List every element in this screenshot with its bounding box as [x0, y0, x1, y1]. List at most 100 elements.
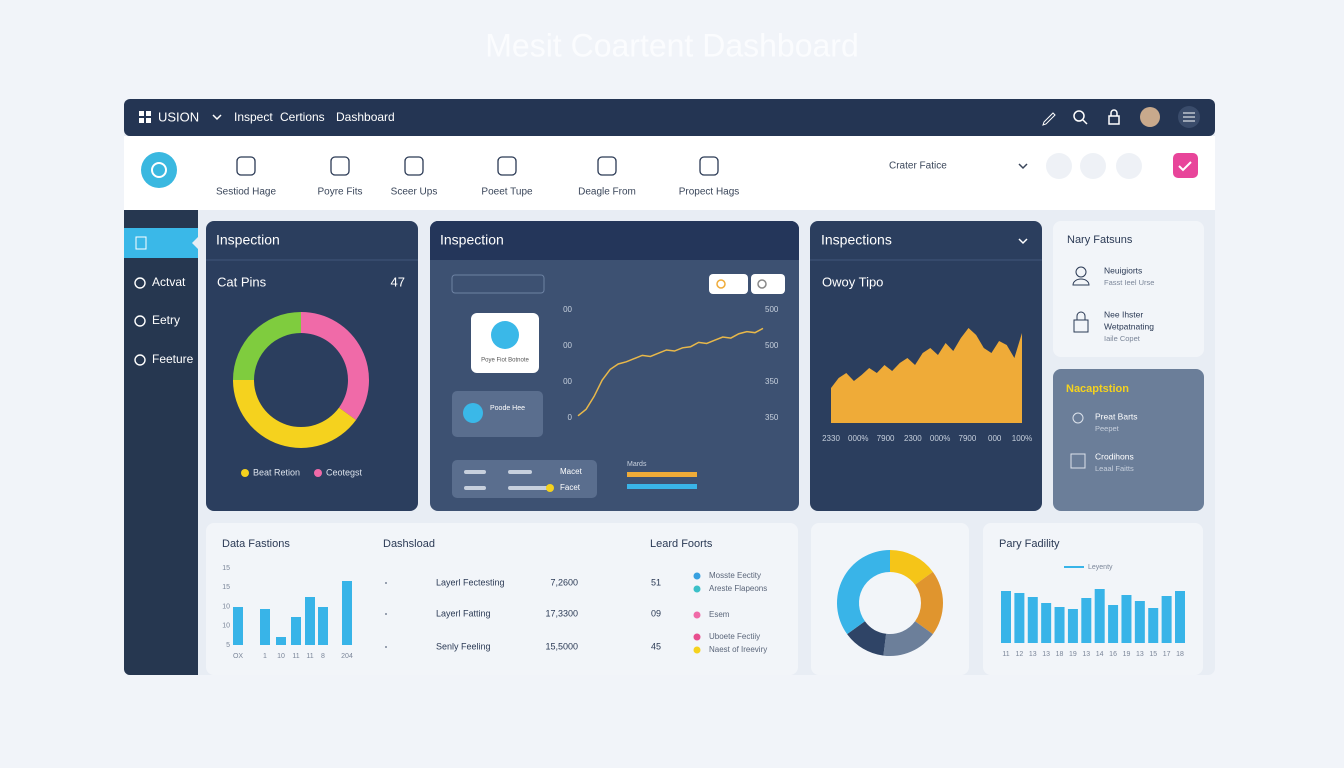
donut-segment — [233, 380, 357, 448]
toggle[interactable] — [546, 484, 554, 492]
bar — [1121, 595, 1132, 643]
bar — [1134, 601, 1145, 643]
x-tick-label: 10 — [277, 653, 285, 660]
brand-icon — [139, 118, 144, 123]
logo[interactable] — [141, 152, 177, 188]
input[interactable] — [451, 274, 545, 294]
x-tick-label: 13 — [1029, 651, 1037, 658]
icon-button[interactable] — [1080, 153, 1106, 179]
toggle-label: Facet — [560, 483, 581, 492]
toolbar-label[interactable]: Sceer Ups — [391, 187, 438, 198]
legend-dot — [693, 611, 701, 619]
x-tick-label: 13 — [1136, 651, 1144, 658]
item-subtitle: Leaal Faitts — [1095, 464, 1134, 473]
x-tick-label: 14 — [1096, 651, 1104, 658]
panel-header: Inspections — [821, 232, 892, 248]
chevron[interactable] — [212, 114, 222, 121]
table-cell: 51 — [651, 577, 661, 587]
legend-label: Mards — [627, 461, 647, 468]
search-icon — [1082, 119, 1088, 125]
page-title: Mesit Coartent Dashboard — [485, 27, 859, 63]
sidebar-active[interactable] — [124, 228, 198, 258]
toolbar-label[interactable]: Deagle From — [578, 187, 636, 198]
sidebar-item[interactable]: Eetry — [152, 313, 180, 327]
toolbar-icon[interactable] — [330, 156, 350, 176]
card[interactable] — [452, 391, 543, 437]
sidebar-item[interactable]: Actvat — [152, 275, 186, 289]
button[interactable] — [709, 274, 748, 294]
avatar[interactable] — [1140, 107, 1160, 127]
table-cell: Layerl Fectesting — [436, 577, 505, 587]
row-dot — [385, 582, 387, 584]
search-icon[interactable] — [1073, 110, 1085, 122]
sidebar-item[interactable]: Feeture — [152, 352, 194, 366]
bar — [1014, 593, 1025, 643]
confirm-button[interactable] — [1173, 153, 1198, 178]
x-tick-label: 17 — [1163, 651, 1171, 658]
bar — [305, 597, 315, 645]
pill — [508, 470, 532, 474]
toolbar-label[interactable]: Propect Hags — [679, 187, 740, 198]
legend-label: Esem — [709, 610, 730, 619]
x-tick-label: 2300 — [904, 434, 922, 443]
brand: USION — [158, 109, 199, 124]
panel-title: Dashsload — [383, 538, 435, 550]
line — [577, 327, 764, 417]
legend-dot — [693, 572, 701, 580]
edit-icon[interactable] — [1042, 112, 1056, 126]
menu-icon — [1183, 112, 1195, 122]
legend-dot — [693, 585, 701, 593]
legend-label: Ceotegst — [326, 467, 363, 477]
bar — [1054, 607, 1065, 643]
axis-label: 15 — [222, 584, 230, 591]
menu-item[interactable]: Certions — [280, 110, 325, 124]
icon-button[interactable] — [1046, 153, 1072, 179]
toolbar-icon[interactable] — [699, 156, 719, 176]
sidebar — [124, 210, 198, 675]
toolbar-label[interactable]: Poyre Fits — [317, 187, 362, 198]
user-icon — [1075, 266, 1087, 278]
item-title: Crodihons — [1095, 451, 1134, 461]
legend-label: Uboete Fectiiy — [709, 632, 760, 641]
donut-segment — [301, 312, 369, 420]
toolbar-icon[interactable] — [597, 156, 617, 176]
table-cell: 15,5000 — [545, 641, 578, 651]
icon-button[interactable] — [1116, 153, 1142, 179]
donut-segment — [233, 312, 301, 380]
toolbar-label[interactable]: Sestiod Hage — [216, 187, 276, 198]
x-tick-label: OX — [233, 653, 243, 660]
item-subtitle: Peepet — [1095, 424, 1120, 433]
panel — [1053, 369, 1204, 511]
x-tick-label: 7900 — [877, 434, 895, 443]
toolbar-label[interactable]: Poeet Tupe — [481, 187, 533, 198]
toolbar-icon[interactable] — [497, 156, 517, 176]
legend-dot — [241, 469, 249, 477]
x-tick-label: 204 — [341, 653, 353, 660]
brand-icon — [139, 111, 144, 116]
panel — [983, 523, 1203, 675]
lock-icon[interactable] — [1108, 115, 1120, 125]
item-title: Neuigiorts — [1104, 265, 1142, 275]
chevron — [1018, 163, 1028, 170]
sidebar-icon — [134, 315, 146, 327]
toolbar-icon[interactable] — [236, 156, 256, 176]
toolbar-icon[interactable] — [404, 156, 424, 176]
legend-bar — [627, 484, 697, 489]
x-tick-label: 000% — [930, 434, 950, 443]
active-pointer — [192, 237, 198, 249]
bar — [1148, 608, 1159, 643]
doc-icon — [1070, 453, 1086, 469]
dropdown[interactable]: Crater Fatice — [889, 161, 947, 172]
menu-item[interactable]: Dashboard — [336, 110, 395, 124]
button[interactable] — [751, 274, 785, 294]
chevron[interactable] — [1018, 238, 1028, 245]
pill — [464, 470, 486, 474]
count: 47 — [391, 274, 405, 289]
table-cell: Layerl Fatting — [436, 608, 491, 618]
x-tick-label: 18 — [1176, 651, 1184, 658]
axis-label: 00 — [563, 341, 572, 350]
menu-item[interactable]: Inspect — [234, 110, 273, 124]
card-label: Poode Hee — [490, 405, 525, 412]
table-cell: 7,2600 — [550, 577, 578, 587]
bar — [1081, 598, 1092, 643]
